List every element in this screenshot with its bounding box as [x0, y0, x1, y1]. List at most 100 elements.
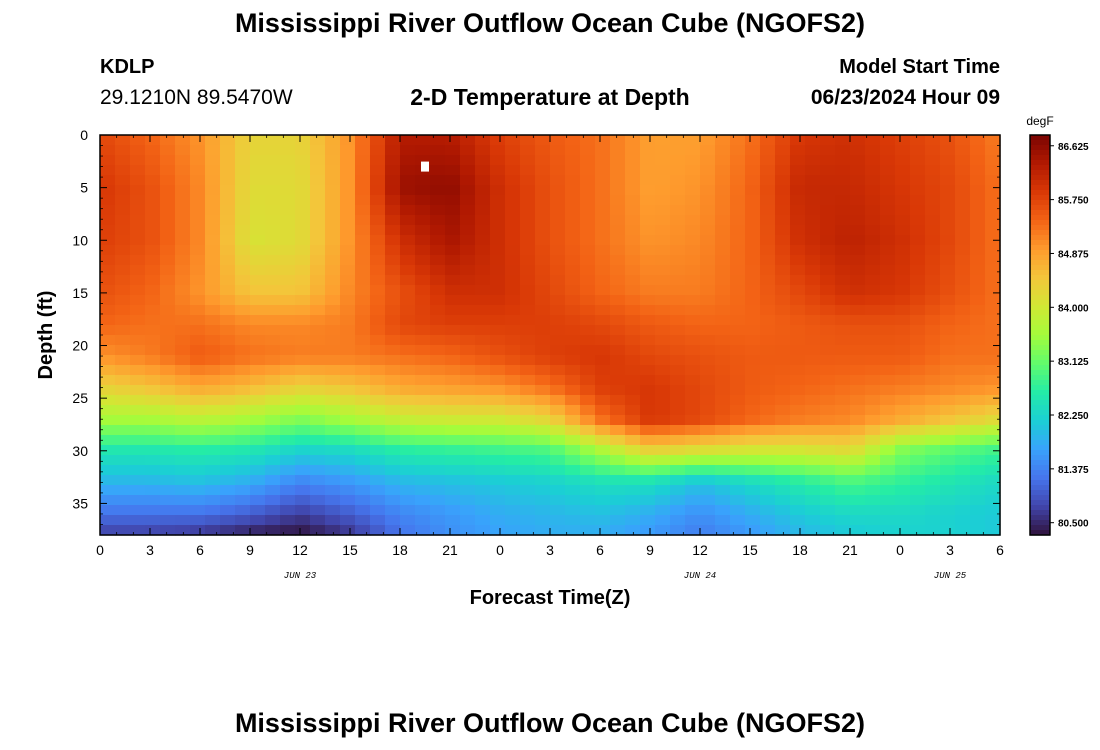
heatmap-cell: [445, 235, 461, 246]
heatmap-cell: [325, 295, 341, 306]
heatmap-cell: [280, 425, 296, 436]
heatmap-cell: [715, 215, 731, 226]
heatmap-cell: [895, 525, 911, 536]
heatmap-cell: [550, 305, 566, 316]
heatmap-cell: [340, 425, 356, 436]
heatmap-cell: [790, 245, 806, 256]
heatmap-cell: [355, 515, 371, 526]
heatmap-cell: [505, 205, 521, 216]
heatmap-cell: [400, 295, 416, 306]
heatmap-cell: [505, 405, 521, 416]
heatmap-cell: [865, 525, 881, 536]
heatmap-cell: [745, 415, 761, 426]
heatmap-cell: [640, 325, 656, 336]
heatmap-cell: [160, 235, 176, 246]
heatmap-cell: [160, 495, 176, 506]
heatmap-cell: [970, 495, 986, 506]
heatmap-cell: [265, 305, 281, 316]
heatmap-cell: [970, 135, 986, 146]
heatmap-cell: [775, 435, 791, 446]
heatmap-cell: [760, 285, 776, 296]
heatmap-cell: [970, 305, 986, 316]
heatmap-cell: [700, 305, 716, 316]
heatmap-cell: [430, 275, 446, 286]
heatmap-cell: [940, 265, 956, 276]
heatmap-cell: [100, 175, 116, 186]
heatmap-cell: [625, 375, 641, 386]
heatmap-cell: [310, 275, 326, 286]
heatmap-cell: [730, 325, 746, 336]
heatmap-cell: [325, 425, 341, 436]
heatmap-cell: [445, 335, 461, 346]
heatmap-cell: [145, 495, 161, 506]
heatmap-cell: [730, 155, 746, 166]
heatmap-cell: [730, 405, 746, 416]
heatmap-cell: [535, 445, 551, 456]
heatmap-cell: [175, 395, 191, 406]
heatmap-cell: [820, 275, 836, 286]
heatmap-cell: [550, 385, 566, 396]
heatmap-cell: [670, 445, 686, 456]
heatmap-cell: [910, 385, 926, 396]
heatmap-cell: [325, 305, 341, 316]
heatmap-cell: [190, 455, 206, 466]
heatmap-cell: [265, 475, 281, 486]
heatmap-cell: [700, 185, 716, 196]
heatmap-cell: [250, 475, 266, 486]
heatmap-cell: [625, 295, 641, 306]
heatmap-cell: [790, 415, 806, 426]
heatmap-cell: [205, 435, 221, 446]
heatmap-cell: [895, 385, 911, 396]
heatmap-cell: [595, 515, 611, 526]
heatmap-cell: [205, 495, 221, 506]
heatmap-cell: [355, 195, 371, 206]
colorbar-cell: [1030, 345, 1050, 351]
heatmap-cell: [970, 395, 986, 406]
heatmap-cell: [865, 485, 881, 496]
heatmap-cell: [160, 295, 176, 306]
heatmap-cell: [250, 305, 266, 316]
heatmap-cell: [835, 425, 851, 436]
heatmap-cell: [700, 285, 716, 296]
heatmap-cell: [730, 415, 746, 426]
heatmap-cell: [715, 195, 731, 206]
colorbar-cell: [1030, 435, 1050, 441]
heatmap-cell: [865, 245, 881, 256]
heatmap-cell: [310, 315, 326, 326]
heatmap-cell: [715, 275, 731, 286]
heatmap-cell: [925, 445, 941, 456]
heatmap-cell: [610, 445, 626, 456]
heatmap-cell: [955, 525, 971, 536]
heatmap-cell: [790, 325, 806, 336]
heatmap-cell: [655, 395, 671, 406]
heatmap-cell: [595, 485, 611, 496]
heatmap-cell: [970, 425, 986, 436]
heatmap-cell: [715, 425, 731, 436]
heatmap-cell: [745, 355, 761, 366]
heatmap-cell: [655, 525, 671, 536]
heatmap-cell: [280, 265, 296, 276]
heatmap-cell: [160, 225, 176, 236]
heatmap-cell: [790, 275, 806, 286]
heatmap-cell: [100, 285, 116, 296]
heatmap-cell: [295, 305, 311, 316]
heatmap-cell: [205, 285, 221, 296]
heatmap-cell: [790, 255, 806, 266]
heatmap-cell: [595, 315, 611, 326]
heatmap-cell: [145, 225, 161, 236]
heatmap-cell: [385, 465, 401, 476]
heatmap-cell: [550, 185, 566, 196]
heatmap-cell: [790, 425, 806, 436]
heatmap-cell: [700, 515, 716, 526]
heatmap-cell: [355, 505, 371, 516]
heatmap-cell: [760, 345, 776, 356]
heatmap-cell: [400, 275, 416, 286]
heatmap-cell: [280, 255, 296, 266]
heatmap-cell: [940, 225, 956, 236]
heatmap-cell: [535, 185, 551, 196]
heatmap-cell: [310, 235, 326, 246]
heatmap-cell: [115, 505, 131, 516]
heatmap-cell: [475, 425, 491, 436]
heatmap-cell: [340, 145, 356, 156]
heatmap-cell: [415, 445, 431, 456]
